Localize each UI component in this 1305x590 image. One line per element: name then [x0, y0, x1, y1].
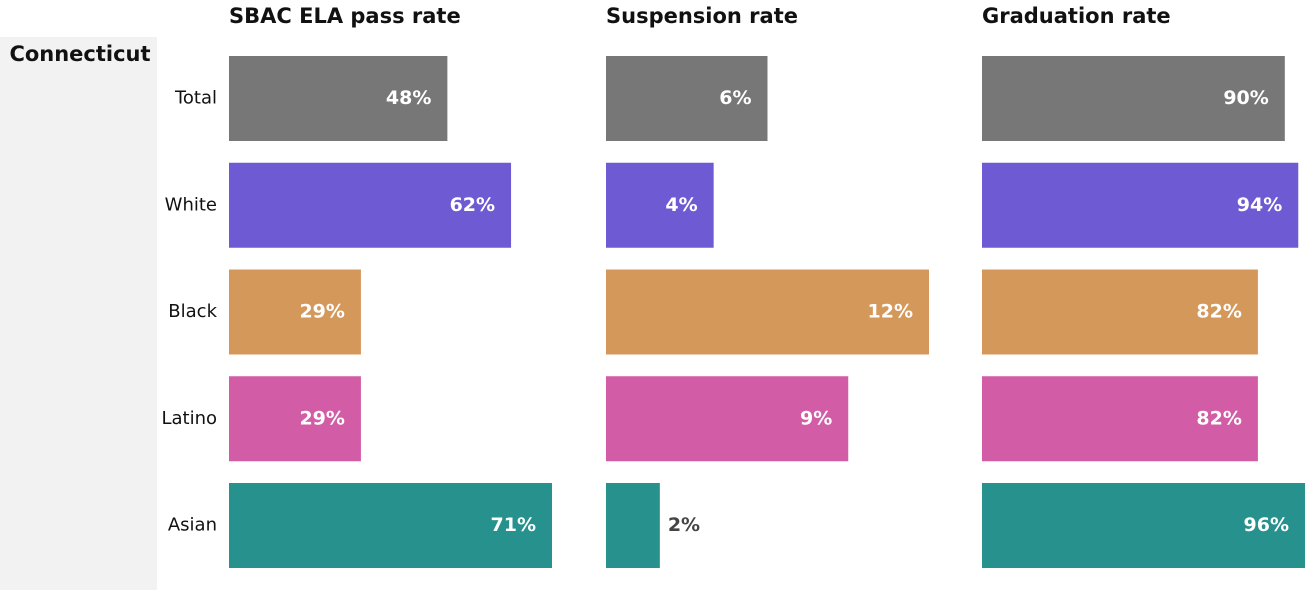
category-label: Asian — [168, 515, 217, 536]
value-label: 9% — [800, 407, 832, 429]
region-label: Connecticut — [9, 42, 150, 66]
value-label: 94% — [1237, 194, 1282, 216]
bar — [606, 376, 849, 462]
bar — [982, 483, 1305, 568]
value-label: 82% — [1196, 301, 1241, 323]
bar — [606, 483, 660, 568]
bar — [982, 162, 1299, 248]
bar — [606, 56, 768, 141]
value-label: 90% — [1223, 87, 1268, 109]
value-label: 48% — [386, 87, 431, 109]
chart-title: Graduation rate — [982, 4, 1171, 28]
chart-title: SBAC ELA pass rate — [229, 4, 461, 28]
value-label: 71% — [491, 514, 536, 536]
bar — [982, 269, 1258, 355]
value-label: 4% — [665, 194, 697, 216]
value-label: 6% — [719, 87, 751, 109]
chart-title: Suspension rate — [606, 4, 798, 28]
bar — [229, 162, 512, 248]
value-label: 29% — [299, 301, 344, 323]
value-label: 12% — [868, 301, 913, 323]
bar — [606, 269, 929, 355]
value-label: 62% — [450, 194, 495, 216]
category-label: Latino — [161, 408, 217, 429]
bar — [229, 376, 361, 462]
value-label: 82% — [1196, 407, 1241, 429]
category-label: Total — [174, 88, 217, 109]
bar — [606, 162, 714, 248]
region-panel — [0, 37, 157, 590]
bar — [229, 56, 448, 141]
value-label: 96% — [1244, 514, 1289, 536]
value-label: 29% — [299, 407, 344, 429]
category-label: White — [165, 194, 217, 215]
value-label: 2% — [668, 514, 700, 536]
bar — [982, 56, 1285, 141]
bar — [982, 376, 1258, 462]
bar — [229, 483, 552, 568]
category-label: Black — [168, 301, 217, 322]
bar — [229, 269, 361, 355]
